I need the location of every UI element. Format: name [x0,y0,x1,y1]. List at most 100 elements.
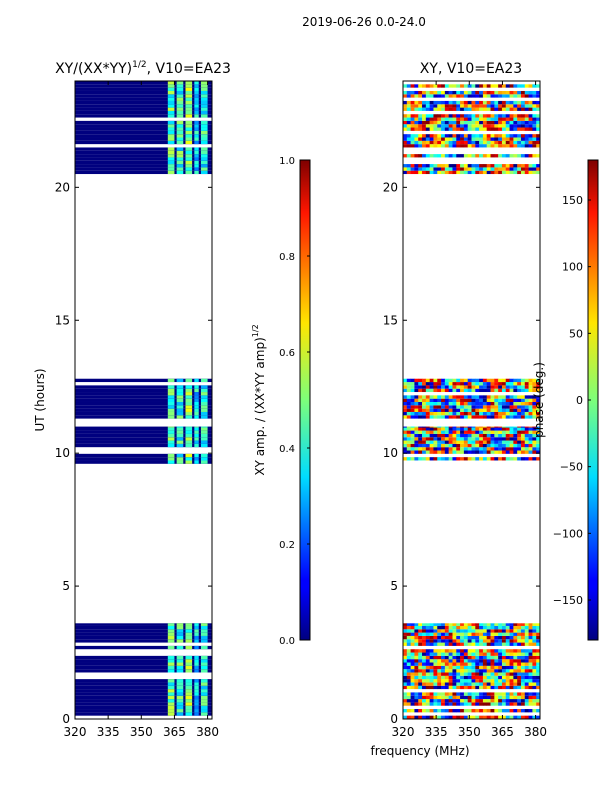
heatmap-cell [482,625,488,630]
heatmap-row [75,130,212,135]
heatmap-cell [429,398,434,402]
heatmap-cell [467,120,472,125]
heatmap-cell [414,382,419,386]
heatmap-cell [517,94,522,98]
heatmap-cell [441,685,446,690]
heatmap-cell [463,388,468,393]
heatmap-cell [520,430,526,434]
heatmap-cell [479,447,484,451]
heatmap-cell [433,427,438,431]
heatmap-cell [418,120,423,125]
heatmap-cell [467,649,472,653]
heatmap-cell [441,695,446,700]
heatmap-cell [448,382,453,386]
heatmap-cell [200,124,208,128]
heatmap-cell [452,695,457,700]
heatmap-cell [513,632,518,636]
heatmap-cell [467,665,472,670]
heatmap-cell [444,104,449,108]
heatmap-cell [520,709,526,713]
heatmap-cell [475,385,480,389]
heatmap-cell [406,623,411,626]
heatmap-cell [429,427,434,431]
heatmap-cell [490,437,495,441]
heatmap-cell [422,433,427,438]
heatmap-cell [471,154,476,158]
heatmap-cell [482,635,488,640]
heatmap-cell [505,440,510,444]
heatmap-cell [444,652,449,656]
heatmap-cell [437,164,442,168]
heatmap-cell [414,665,419,670]
heatmap-cell [494,164,499,168]
heatmap-cell [403,675,408,680]
heatmap-cell [467,685,472,690]
heatmap-cell [452,408,457,412]
heatmap-cell [414,662,419,666]
heatmap-cell [463,702,468,706]
heatmap-cell [176,90,184,95]
heatmap-cell [498,675,503,680]
heatmap-cell [452,625,457,630]
heatmap-cell [448,629,453,633]
heatmap-cell [479,405,484,409]
heatmap-cell [482,623,488,626]
heatmap-cell [494,679,499,683]
heatmap-row [75,81,212,85]
heatmap-cell [418,672,423,676]
heatmap-cell [467,107,472,111]
amp-colorbar-label: XY amp. / (XX*YY amp)1/2 [251,324,267,475]
heatmap-cell [501,669,507,673]
heatmap-cell [498,104,503,108]
heatmap-cell [176,81,184,85]
heatmap-cell [467,144,472,148]
heatmap-cell [410,90,415,95]
heatmap-cell [475,388,480,393]
heatmap-cell [410,154,415,158]
heatmap-row [75,427,212,431]
heatmap-cell [501,702,507,706]
heatmap-cell [176,378,184,383]
heatmap-cell [410,450,415,454]
heatmap-cell [448,398,453,402]
heatmap-cell [452,440,457,444]
heatmap-cell [524,117,529,121]
heatmap-cell [513,426,518,428]
heatmap-cell [456,164,461,168]
heatmap-cell [194,411,199,416]
heatmap-cell [498,401,503,406]
heatmap-cell [517,167,522,171]
heatmap-cell [479,649,484,653]
heatmap-cell [418,629,423,633]
heatmap-cell [528,662,533,666]
heatmap-cell [422,692,427,696]
heatmap-cell [437,127,442,131]
heatmap-cell [479,655,484,660]
heatmap-cell [406,699,411,703]
heatmap-cell [425,629,430,633]
heatmap-cell [406,120,411,125]
heatmap-cell [532,107,537,111]
colorbar-tick-label: 0.0 [279,636,295,647]
heatmap-cell [524,134,529,138]
heatmap-cell [479,642,484,646]
heatmap-cell [403,378,408,383]
heatmap-cell [176,401,184,406]
heatmap-cell [425,457,430,461]
heatmap-cell [486,405,491,409]
heatmap-cell [437,100,442,105]
heatmap-cell [532,437,537,441]
heatmap-cell [482,415,488,419]
heatmap-cell [536,405,540,409]
heatmap-cell [509,411,514,416]
heatmap-cell [414,447,419,451]
heatmap-cell [448,430,453,434]
heatmap-row [75,87,212,91]
heatmap-cell [517,120,522,125]
heatmap-cell [463,164,468,168]
heatmap-cell [403,450,408,454]
heatmap-cell [433,437,438,441]
heatmap-cell [418,382,423,386]
heatmap-cell [517,170,522,175]
heatmap-cell [185,645,193,650]
